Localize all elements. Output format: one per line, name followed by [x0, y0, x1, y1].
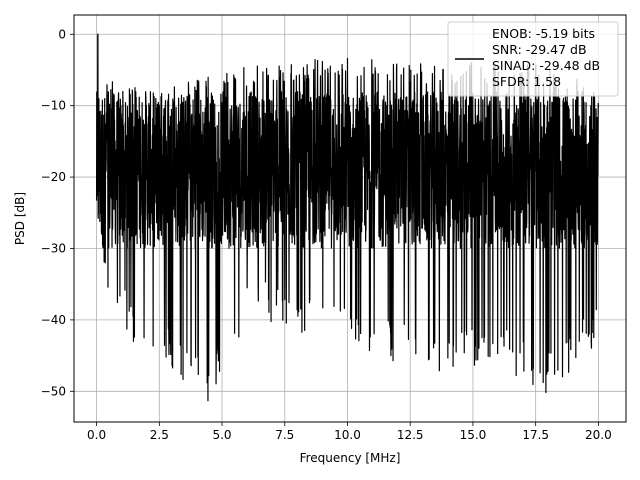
x-axis-label: Frequency [MHz] [300, 451, 401, 465]
x-axis-ticks: 0.0 2.5 5.0 7.5 10.0 12.5 15.0 17.5 20.0 [87, 422, 612, 442]
psd-trace [95, 33, 599, 402]
x-tick-label: 17.5 [522, 428, 549, 442]
y-tick-label: −40 [41, 313, 66, 327]
x-tick-label: 10.0 [334, 428, 361, 442]
y-tick-label: −30 [41, 241, 66, 255]
legend-line-snr: SNR: -29.47 dB [492, 42, 587, 57]
x-tick-label: 7.5 [275, 428, 294, 442]
x-tick-label: 15.0 [460, 428, 487, 442]
y-tick-label: −50 [41, 384, 66, 398]
axes-frame [73, 14, 627, 423]
x-tick-label: 2.5 [150, 428, 169, 442]
legend-box [447, 21, 619, 97]
x-tick-label: 12.5 [397, 428, 424, 442]
legend-line-sinad: SINAD: -29.48 dB [492, 58, 600, 73]
y-axis-ticks: 0 −10 −20 −30 −40 −50 [41, 27, 74, 398]
legend: ENOB: -5.19 bits SNR: -29.47 dB SINAD: -… [447, 21, 619, 97]
psd-series [95, 33, 599, 402]
legend-line-sfdr: SFDR: 1.58 [492, 74, 561, 89]
y-axis-label: PSD [dB] [13, 192, 27, 245]
y-tick-label: −20 [41, 170, 66, 184]
y-tick-label: 0 [58, 27, 66, 41]
legend-line-enob: ENOB: -5.19 bits [492, 26, 595, 41]
x-tick-label: 5.0 [212, 428, 231, 442]
x-tick-label: 0.0 [87, 428, 106, 442]
x-tick-label: 20.0 [585, 428, 612, 442]
y-tick-label: −10 [41, 99, 66, 113]
